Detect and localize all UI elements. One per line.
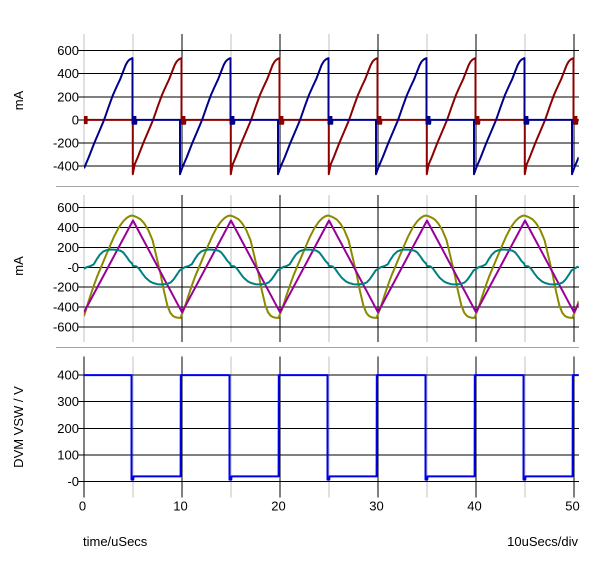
svg-text:-400: -400 xyxy=(53,159,79,174)
svg-text:400: 400 xyxy=(57,368,79,383)
svg-text:200: 200 xyxy=(57,89,79,104)
svg-text:-200: -200 xyxy=(53,280,79,295)
svg-text:-200: -200 xyxy=(53,136,79,151)
svg-text:200: 200 xyxy=(57,421,79,436)
svg-text:0: 0 xyxy=(72,112,79,127)
svg-text:10uSecs/div: 10uSecs/div xyxy=(507,534,578,549)
svg-text:300: 300 xyxy=(57,394,79,409)
svg-text:-0: -0 xyxy=(67,474,79,489)
svg-text:200: 200 xyxy=(57,240,79,255)
svg-text:10: 10 xyxy=(173,499,187,514)
svg-text:600: 600 xyxy=(57,200,79,215)
svg-text:40: 40 xyxy=(467,499,481,514)
svg-text:mA: mA xyxy=(11,256,26,276)
svg-text:400: 400 xyxy=(57,66,79,81)
svg-text:-0: -0 xyxy=(67,260,79,275)
svg-text:30: 30 xyxy=(369,499,383,514)
svg-text:-600: -600 xyxy=(53,320,79,335)
svg-text:20: 20 xyxy=(271,499,285,514)
svg-text:-400: -400 xyxy=(53,300,79,315)
svg-text:time/uSecs: time/uSecs xyxy=(83,534,148,549)
svg-text:DVM VSW / V: DVM VSW / V xyxy=(11,386,26,468)
svg-text:mA: mA xyxy=(11,90,26,110)
svg-text:100: 100 xyxy=(57,448,79,463)
svg-text:600: 600 xyxy=(57,43,79,58)
svg-text:50: 50 xyxy=(565,499,579,514)
svg-text:400: 400 xyxy=(57,220,79,235)
svg-text:0: 0 xyxy=(79,499,86,514)
